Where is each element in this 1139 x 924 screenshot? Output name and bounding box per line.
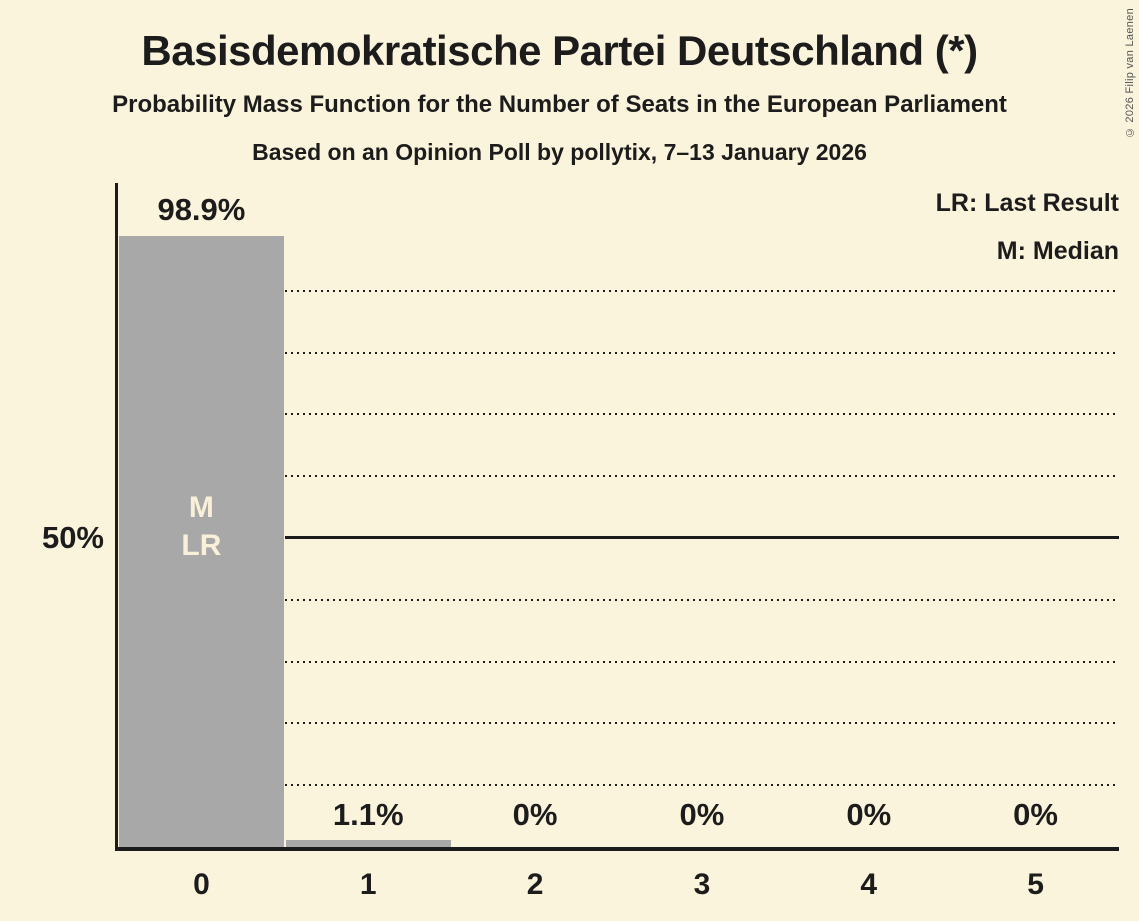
gridline-20pct [284, 722, 1119, 725]
value-label-seats-0: 98.9% [157, 191, 246, 227]
value-label-seats-4: 0% [846, 797, 892, 832]
bar-annotation-m-lr: M LR [181, 491, 222, 562]
gridline-10pct [284, 784, 1119, 787]
x-tick-label-3: 3 [693, 868, 711, 901]
x-tick-label-1: 1 [359, 868, 377, 901]
gridline-30pct [284, 660, 1119, 663]
gridline-70pct [284, 413, 1119, 416]
value-label-seats-3: 0% [679, 797, 725, 832]
value-label-seats-5: 0% [1013, 797, 1058, 832]
legend-last-result: LR: Last Result [935, 189, 1119, 217]
gridline-40pct [284, 598, 1119, 601]
legend: LR: Last Result M: Median [936, 179, 1119, 275]
y-axis-50-label: 50% [41, 520, 104, 555]
legend-median: M: Median [996, 237, 1119, 265]
bar-seats-1 [285, 840, 451, 847]
gridline-60pct [284, 475, 1119, 478]
x-tick-label-0: 0 [193, 868, 210, 901]
value-label-seats-2: 0% [512, 797, 558, 832]
chart-subtitle: Probability Mass Function for the Number… [112, 91, 1007, 118]
x-tick-label-2: 2 [526, 868, 544, 901]
plot-area: 98.9% M LR 1.1% 0% 0% 0% 0% [115, 183, 1119, 851]
x-tick-label-5: 5 [1027, 868, 1044, 901]
gridline-90pct [284, 289, 1119, 292]
copyright-notice: © 2026 Filip van Laenen [1124, 8, 1136, 139]
chart-poll-info: Based on an Opinion Poll by pollytix, 7–… [252, 139, 867, 165]
bar-seats-0 [119, 235, 284, 847]
gridline-80pct [284, 351, 1119, 354]
chart-title: Basisdemokratische Partei Deutschland (*… [141, 27, 978, 74]
majority-line-50pct [284, 536, 1119, 539]
x-tick-label-4: 4 [860, 868, 878, 901]
x-axis-labels: 0 1 2 3 4 5 [118, 868, 1119, 910]
value-label-seats-1: 1.1% [332, 797, 404, 832]
